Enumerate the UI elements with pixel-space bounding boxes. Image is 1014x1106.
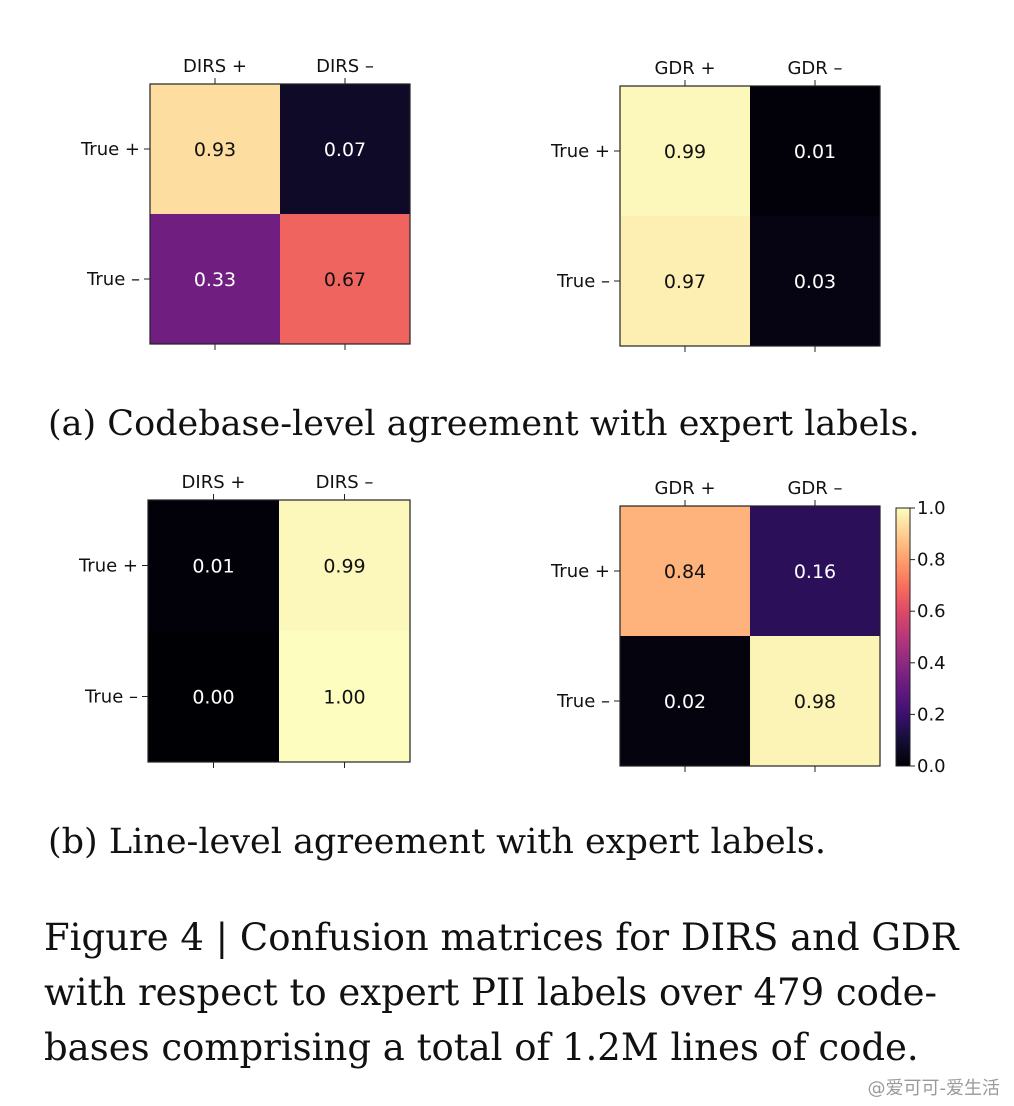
colorbar-tick-label-3: 0.6 [917, 601, 946, 622]
p3-x-tick-label-0: DIRS + [182, 472, 246, 493]
p1-cell-r0c0 [150, 84, 280, 214]
p3-value-label-r0c0: 0.01 [192, 556, 234, 578]
p4-cell-r1c0 [620, 636, 750, 766]
caption-b: (b) Line-level agreement with expert lab… [48, 822, 826, 862]
p2-x-tick-label-0: GDR + [654, 58, 715, 79]
p1-y-tick-label-1: True – [86, 269, 140, 290]
p2-value-label-r1c0: 0.97 [664, 271, 706, 293]
p1-value-label-r1c1: 0.67 [324, 269, 366, 291]
colorbar-tick-label-4: 0.8 [917, 550, 946, 571]
p4-cell-r1c1 [750, 636, 880, 766]
p2-value-label-r0c0: 0.99 [664, 141, 706, 163]
p1-value-label-r0c1: 0.07 [324, 139, 366, 161]
p3-cell-r0c1 [279, 500, 410, 631]
p4-value-label-r0c0: 0.84 [664, 561, 706, 583]
colorbar [895, 507, 911, 767]
colorbar-tick-label-1: 0.2 [917, 704, 946, 725]
p2-value-label-r1c1: 0.03 [794, 271, 836, 293]
p2-frame [619, 85, 881, 347]
p2-cell-r0c0 [620, 86, 750, 216]
p2-cell-r1c0 [620, 216, 750, 346]
figure-caption-line-2: with respect to expert PII labels over 4… [44, 971, 937, 1014]
p3-value-label-r1c0: 0.00 [192, 687, 234, 709]
colorbar-tick-label-5: 1.0 [917, 498, 946, 519]
p3-value-label-r0c1: 0.99 [323, 556, 365, 578]
p3-value-label-r1c1: 1.00 [323, 687, 365, 709]
figure-caption-line-3: bases comprising a total of 1.2M lines o… [44, 1026, 919, 1069]
p1-frame [149, 83, 411, 345]
p3-y-tick-label-0: True + [78, 556, 138, 577]
p2-y-tick-label-1: True – [556, 271, 610, 292]
p3-y-tick-label-1: True – [84, 687, 138, 708]
p1-x-tick-label-0: DIRS + [183, 56, 247, 77]
p4-value-label-r1c1: 0.98 [794, 691, 836, 713]
caption-a: (a) Codebase-level agreement with expert… [48, 404, 920, 444]
p1-x-tick-label-1: DIRS – [316, 56, 374, 77]
p1-cell-r1c0 [150, 214, 280, 344]
p4-y-tick-label-0: True + [550, 561, 610, 582]
p3-cell-r0c0 [148, 500, 279, 631]
p4-value-label-r0c1: 0.16 [794, 561, 836, 583]
figure-caption-line-1: Figure 4 | Confusion matrices for DIRS a… [44, 916, 959, 959]
p2-value-label-r0c1: 0.01 [794, 141, 836, 163]
p4-frame [619, 505, 881, 767]
p2-x-tick-label-1: GDR – [787, 58, 842, 79]
p3-x-tick-label-1: DIRS – [316, 472, 374, 493]
watermark: @爱可可-爱生活 [867, 1078, 1001, 1099]
p4-cell-r0c0 [620, 506, 750, 636]
p1-value-label-r0c0: 0.93 [194, 139, 236, 161]
p2-y-tick-label-0: True + [550, 141, 610, 162]
p1-y-tick-label-0: True + [80, 139, 140, 160]
colorbar-tick-label-0: 0.0 [917, 756, 946, 777]
p3-cell-r1c1 [279, 631, 410, 762]
p4-cell-r0c1 [750, 506, 880, 636]
p4-value-label-r1c0: 0.02 [664, 691, 706, 713]
p3-cell-r1c0 [148, 631, 279, 762]
p2-cell-r0c1 [750, 86, 880, 216]
colorbar-tick-label-2: 0.4 [917, 653, 946, 674]
p4-y-tick-label-1: True – [556, 691, 610, 712]
p2-cell-r1c1 [750, 216, 880, 346]
p3-frame [147, 499, 411, 763]
p4-x-tick-label-1: GDR – [787, 478, 842, 499]
p1-cell-r1c1 [280, 214, 410, 344]
p1-cell-r0c1 [280, 84, 410, 214]
p4-x-tick-label-0: GDR + [654, 478, 715, 499]
p1-value-label-r1c0: 0.33 [194, 269, 236, 291]
